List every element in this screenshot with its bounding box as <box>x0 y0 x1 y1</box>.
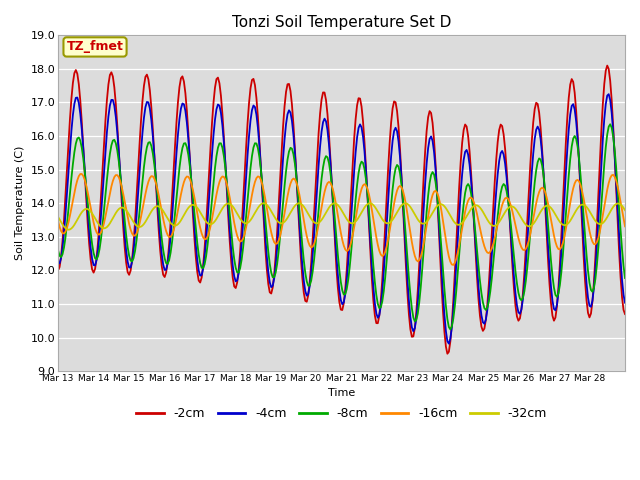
Y-axis label: Soil Temperature (C): Soil Temperature (C) <box>15 146 25 261</box>
X-axis label: Time: Time <box>328 388 355 398</box>
Text: TZ_fmet: TZ_fmet <box>67 40 124 53</box>
Title: Tonzi Soil Temperature Set D: Tonzi Soil Temperature Set D <box>232 15 451 30</box>
Legend: -2cm, -4cm, -8cm, -16cm, -32cm: -2cm, -4cm, -8cm, -16cm, -32cm <box>131 402 552 425</box>
